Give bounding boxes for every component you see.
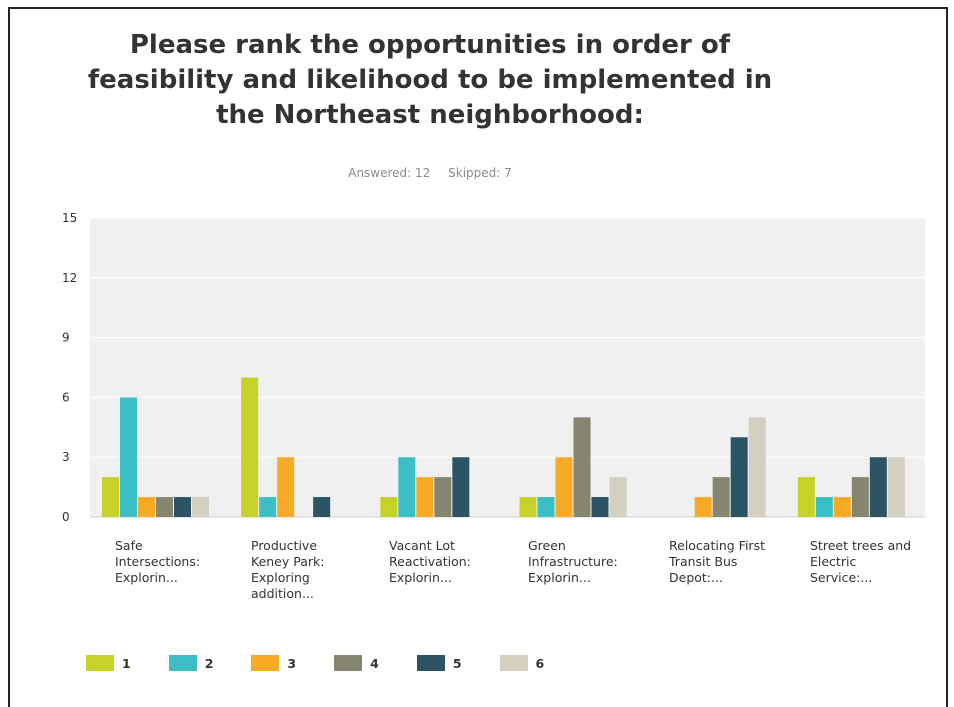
y-tick-label: 9 — [62, 331, 70, 345]
bar-2-series-3[interactable] — [277, 457, 295, 517]
legend-item[interactable]: 6 — [499, 655, 545, 671]
x-tick-label: Productive Keney Park: Exploring additio… — [251, 538, 325, 601]
y-tick-label: 3 — [62, 450, 70, 464]
y-tick-label: 12 — [62, 271, 77, 285]
x-tick-label: Relocating First Transit Bus Depot:... — [669, 538, 765, 585]
bar-5-series-3[interactable] — [694, 497, 712, 517]
bar-1-series-6[interactable] — [192, 497, 209, 517]
skipped-count: Skipped: 7 — [448, 166, 512, 180]
legend-item[interactable]: 5 — [416, 655, 462, 671]
bar-6-series-3[interactable] — [833, 497, 851, 517]
chart-title: Please rank the opportunities in order o… — [87, 30, 773, 130]
bar-1-series-3[interactable] — [138, 497, 155, 517]
legend-swatch — [416, 655, 445, 671]
bar-6-series-1[interactable] — [797, 477, 815, 517]
bar-3-series-3[interactable] — [416, 477, 434, 517]
legend-label: 4 — [370, 655, 379, 671]
bar-6-series-6[interactable] — [887, 457, 905, 517]
y-tick-label: 15 — [62, 211, 77, 225]
legend-label: 5 — [452, 655, 462, 671]
bar-6-series-4[interactable] — [851, 477, 869, 517]
bar-5-series-4[interactable] — [712, 477, 730, 517]
legend: 1 2 3 4 5 6 — [86, 655, 582, 671]
bar-3-series-4[interactable] — [434, 477, 452, 517]
legend-label: 1 — [122, 655, 131, 671]
bar-4-series-3[interactable] — [555, 457, 573, 517]
bar-2-series-5[interactable] — [313, 497, 331, 517]
y-tick-label: 6 — [62, 390, 70, 404]
legend-swatch — [499, 655, 528, 671]
legend-swatch — [251, 655, 280, 671]
legend-item[interactable]: 3 — [251, 655, 296, 671]
bar-1-series-1[interactable] — [102, 477, 119, 517]
legend-item[interactable]: 4 — [334, 655, 379, 671]
bar-6-series-5[interactable] — [869, 457, 887, 517]
bar-4-series-6[interactable] — [609, 477, 627, 517]
bar-3-series-5[interactable] — [452, 457, 470, 517]
bar-2-series-1[interactable] — [241, 377, 259, 517]
response-stats: Answered: 12 Skipped: 7 — [60, 166, 800, 180]
bar-4-series-1[interactable] — [519, 497, 537, 517]
bar-1-series-5[interactable] — [174, 497, 191, 517]
bar-4-series-4[interactable] — [573, 417, 591, 517]
bar-1-series-4[interactable] — [156, 497, 173, 517]
plot-area — [90, 218, 925, 517]
x-tick-label: Green Infrastructure: Explorin... — [528, 538, 618, 585]
legend-label: 3 — [287, 655, 297, 671]
x-tick-label: Street trees and Electric Service:... — [810, 538, 912, 585]
legend-swatch — [86, 655, 114, 671]
bar-3-series-2[interactable] — [398, 457, 416, 517]
legend-swatch — [168, 655, 197, 671]
legend-item[interactable]: 1 — [86, 655, 131, 671]
bar-1-series-2[interactable] — [120, 397, 137, 517]
bar-2-series-2[interactable] — [259, 497, 277, 517]
y-tick-label: 0 — [62, 510, 70, 524]
bar-4-series-5[interactable] — [591, 497, 609, 517]
bar-5-series-6[interactable] — [748, 417, 766, 517]
x-tick-label: Safe Intersections: Explorin... — [115, 538, 201, 585]
bar-3-series-1[interactable] — [380, 497, 398, 517]
bar-4-series-2[interactable] — [537, 497, 555, 517]
legend-label: 2 — [204, 655, 214, 671]
answered-count: Answered: 12 — [348, 166, 431, 180]
legend-swatch — [334, 655, 363, 671]
legend-label: 6 — [535, 655, 545, 671]
legend-item[interactable]: 2 — [168, 655, 214, 671]
x-tick-label: Vacant Lot Reactivation: Explorin... — [389, 538, 471, 585]
bar-6-series-2[interactable] — [815, 497, 833, 517]
bar-5-series-5[interactable] — [730, 437, 748, 517]
